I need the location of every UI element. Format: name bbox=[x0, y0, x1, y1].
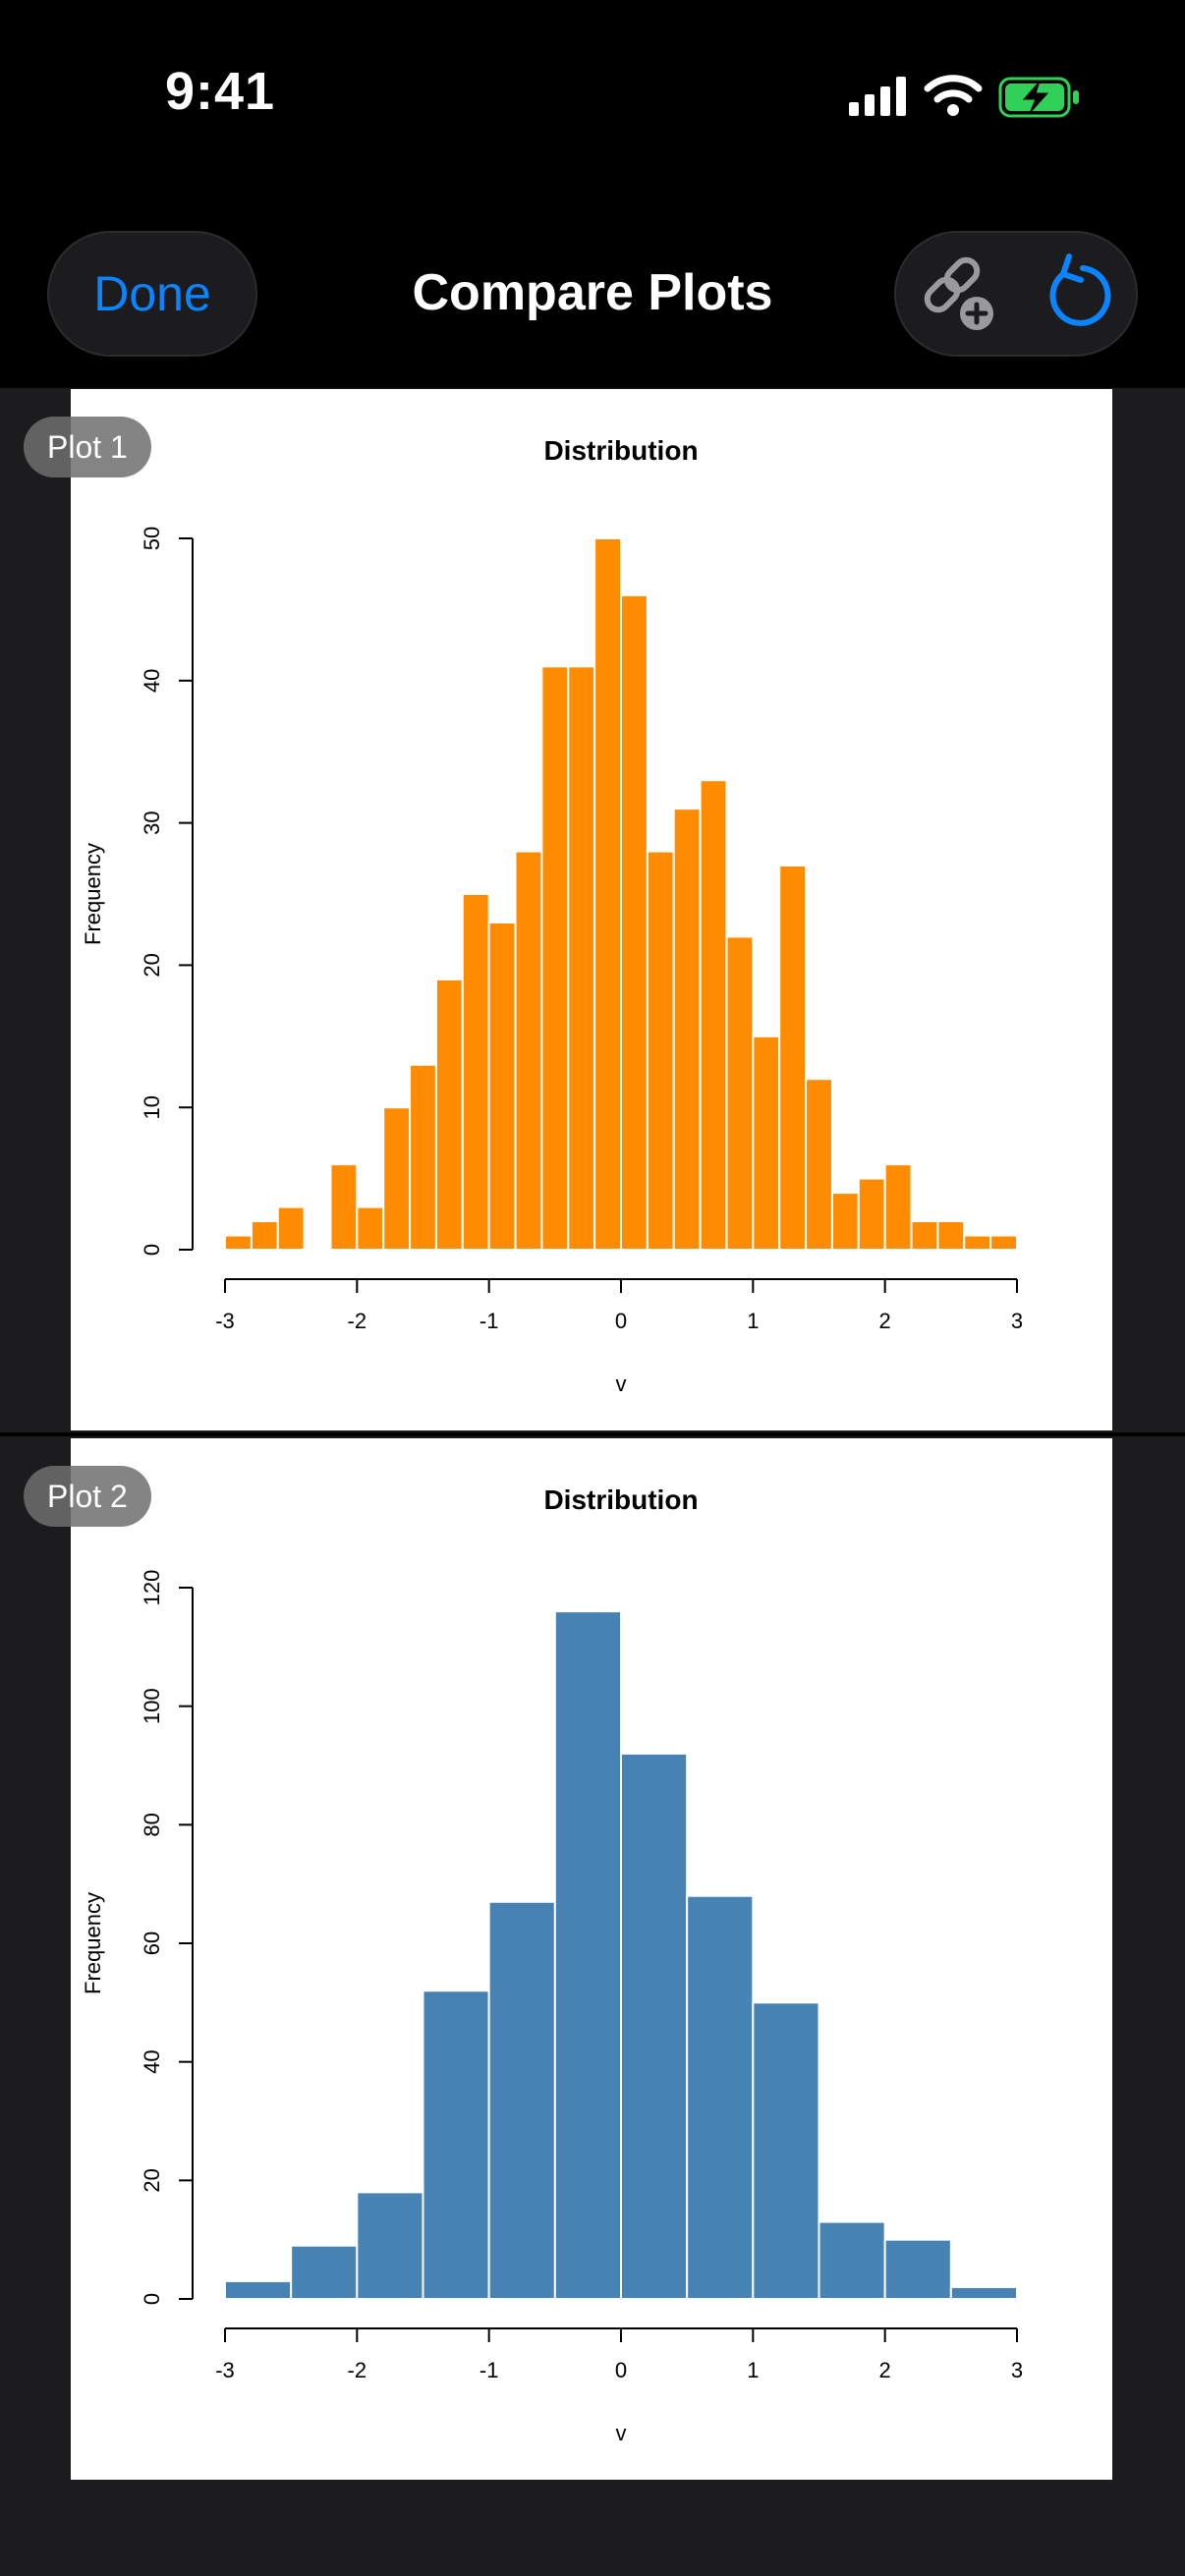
histogram-bar bbox=[620, 1752, 689, 2300]
histogram-bar bbox=[487, 921, 517, 1252]
y-tick-label: 40 bbox=[140, 2049, 164, 2073]
x-axis-label: v bbox=[616, 2421, 627, 2445]
histogram-bar bbox=[434, 978, 464, 1251]
plot-panel-1: Distribution 0 10 20 30 40 50 Frequency -3 -2 -1 0 1… bbox=[0, 389, 1185, 1430]
x-axis-label: v bbox=[616, 1372, 627, 1396]
chart-title: Distribution bbox=[543, 1484, 698, 1515]
histogram-bar bbox=[487, 1900, 556, 2300]
y-tick-label: 0 bbox=[140, 1244, 164, 1256]
x-tick-label: -2 bbox=[348, 2358, 367, 2382]
x-tick-label: 2 bbox=[879, 1309, 891, 1333]
histogram-bar bbox=[883, 1163, 913, 1251]
histogram-chart-1: Distribution 0 10 20 30 40 50 Frequency -3 -2 -1 0 1… bbox=[81, 435, 1023, 1396]
x-tick-label: -2 bbox=[348, 1309, 367, 1333]
histogram-bar bbox=[752, 1035, 781, 1251]
histogram-bar bbox=[830, 1192, 860, 1252]
histogram-bar bbox=[672, 808, 702, 1251]
histogram-bar bbox=[461, 893, 490, 1251]
x-tick-label: -3 bbox=[215, 2358, 235, 2382]
plot-canvas-2: Distribution 0 20 40 60 80 100 120 Frequency -3 -2… bbox=[71, 1438, 1112, 2480]
histogram-bar bbox=[699, 779, 728, 1251]
x-tick-label: -1 bbox=[480, 1309, 499, 1333]
y-tick-label: 10 bbox=[140, 1095, 164, 1119]
x-tick-label: -3 bbox=[215, 1309, 235, 1333]
x-tick-label: 1 bbox=[747, 2358, 759, 2382]
histogram-bar bbox=[567, 665, 596, 1251]
plot-panel-2: Distribution 0 20 40 60 80 100 120 Frequency -3 -2… bbox=[0, 1438, 1185, 2480]
histogram-bar bbox=[224, 2279, 293, 2301]
histogram-bar bbox=[224, 1234, 253, 1252]
histogram-bar bbox=[290, 2244, 359, 2301]
navigation-bar: Done Compare Plots bbox=[0, 196, 1185, 388]
x-tick-label: 0 bbox=[615, 2358, 627, 2382]
x-tick-label: 0 bbox=[615, 1309, 627, 1333]
refresh-icon bbox=[1049, 253, 1111, 326]
x-tick-label: 3 bbox=[1011, 1309, 1023, 1333]
histogram-bar bbox=[422, 1989, 490, 2300]
y-tick-label: 120 bbox=[140, 1570, 164, 1606]
histogram-bar bbox=[778, 865, 808, 1251]
x-tick-label: -1 bbox=[480, 2358, 499, 2382]
histogram-bar bbox=[818, 2220, 886, 2300]
histogram-bar bbox=[593, 537, 623, 1251]
link-plus-icon bbox=[924, 256, 993, 330]
histogram-bar bbox=[857, 1177, 886, 1251]
y-axis-label: Frequency bbox=[81, 843, 105, 945]
histogram-bar bbox=[725, 935, 755, 1251]
histogram-bar bbox=[553, 1610, 623, 2300]
done-button[interactable]: Done bbox=[47, 231, 257, 357]
link-add-button[interactable] bbox=[916, 251, 1006, 341]
histogram-bar bbox=[805, 1078, 833, 1251]
histogram-bar bbox=[883, 2238, 952, 2301]
refresh-button[interactable] bbox=[1034, 251, 1124, 341]
histogram-bar bbox=[356, 1205, 385, 1251]
plot-badge-1: Plot 1 bbox=[24, 417, 151, 477]
histogram-bar bbox=[752, 2001, 820, 2300]
histogram-bar bbox=[329, 1163, 359, 1251]
histogram-bar bbox=[382, 1106, 412, 1252]
chart-title: Distribution bbox=[543, 435, 698, 466]
histogram-bar bbox=[949, 2285, 1018, 2301]
histogram-bar bbox=[540, 665, 570, 1251]
x-tick-label: 1 bbox=[747, 1309, 759, 1333]
y-tick-label: 20 bbox=[140, 2168, 164, 2192]
histogram-bar bbox=[936, 1220, 966, 1251]
histogram-bar bbox=[514, 850, 543, 1251]
y-tick-label: 0 bbox=[140, 2293, 164, 2305]
x-tick-label: 3 bbox=[1011, 2358, 1023, 2382]
wifi-icon bbox=[924, 75, 983, 116]
x-tick-label: 2 bbox=[879, 2358, 891, 2382]
histogram-bar bbox=[250, 1220, 279, 1251]
histogram-bar bbox=[989, 1234, 1019, 1252]
y-tick-label: 20 bbox=[140, 953, 164, 977]
histogram-bar bbox=[910, 1220, 939, 1251]
y-tick-label: 60 bbox=[140, 1932, 164, 1955]
y-axis-label: Frequency bbox=[81, 1892, 105, 1994]
histogram-bar bbox=[276, 1205, 306, 1251]
histogram-bar bbox=[356, 2191, 424, 2301]
plot-canvas-1: Distribution 0 10 20 30 40 50 Frequency -3 -2 -1 0 1… bbox=[71, 389, 1112, 1430]
battery-charging-icon bbox=[998, 77, 1079, 118]
histogram-bar bbox=[686, 1894, 755, 2300]
cellular-signal-icon bbox=[849, 77, 906, 116]
histogram-bar bbox=[646, 850, 675, 1251]
histogram-bar bbox=[963, 1234, 992, 1252]
y-tick-label: 30 bbox=[140, 811, 164, 834]
histogram-bar bbox=[620, 593, 649, 1252]
status-bar: 9:41 bbox=[0, 0, 1185, 196]
histogram-bar bbox=[409, 1063, 437, 1252]
y-tick-label: 100 bbox=[140, 1688, 164, 1724]
plot-divider bbox=[0, 1432, 1185, 1436]
status-time: 9:41 bbox=[165, 62, 276, 121]
y-tick-label: 80 bbox=[140, 1813, 164, 1836]
plot-badge-2: Plot 2 bbox=[24, 1466, 151, 1527]
y-tick-label: 50 bbox=[140, 527, 164, 550]
nav-actions-group bbox=[894, 231, 1138, 357]
y-tick-label: 40 bbox=[140, 669, 164, 693]
